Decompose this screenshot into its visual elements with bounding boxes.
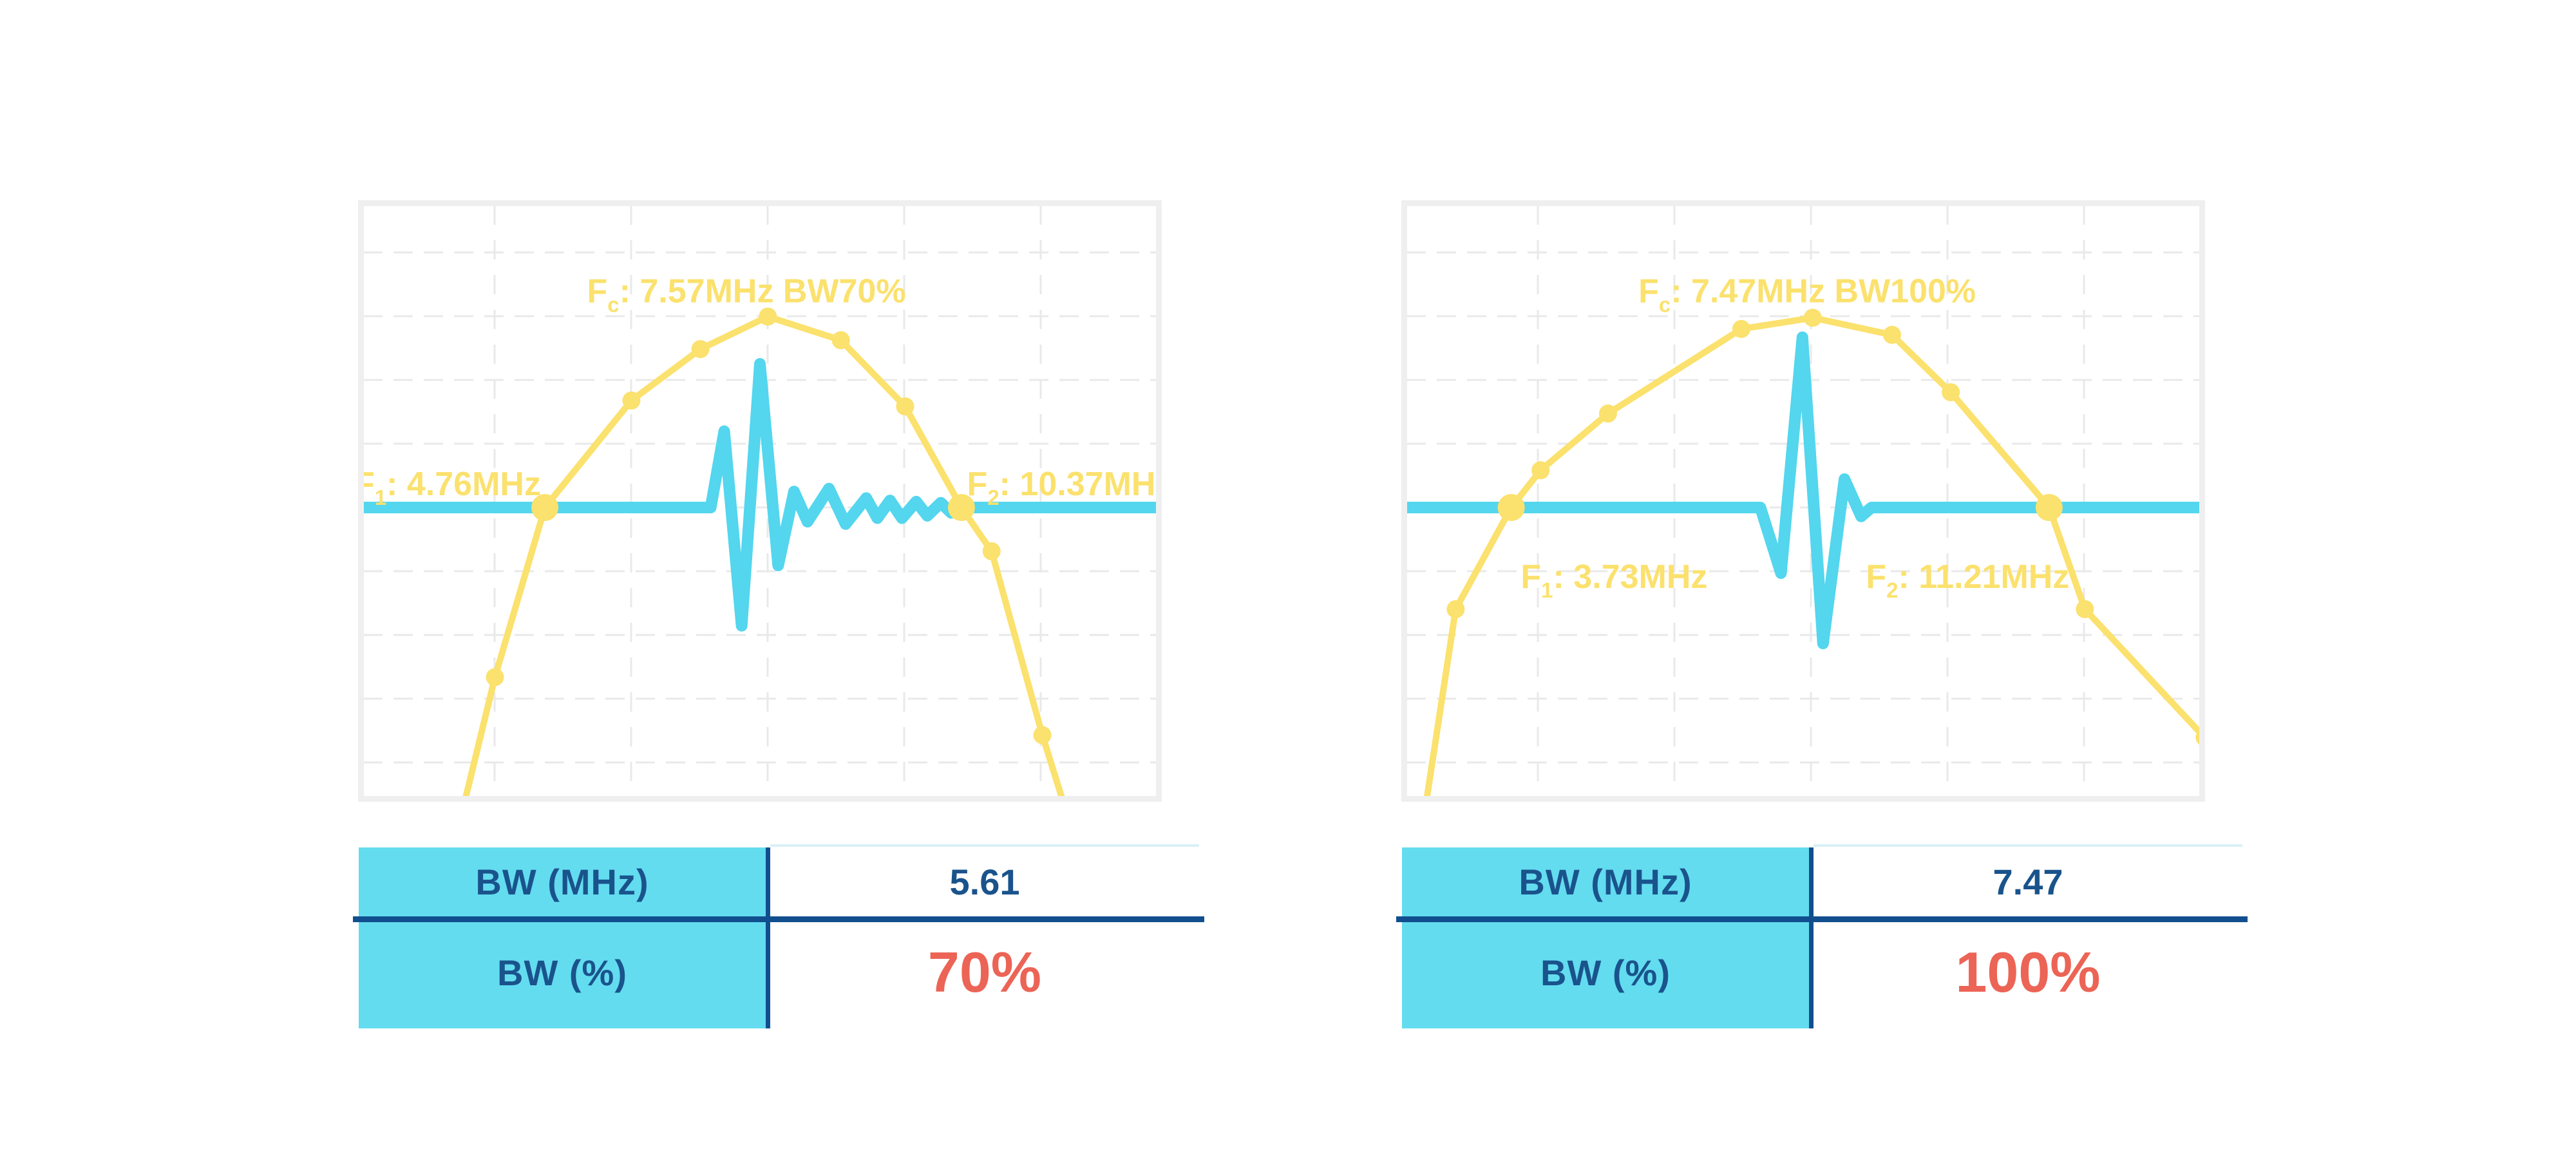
data-point-marker <box>1446 600 1465 618</box>
table-vertical-divider <box>766 847 770 1028</box>
table-row: BW (%) <box>1402 916 1809 1028</box>
pulse-waveform <box>1406 331 2200 650</box>
fc-label-sub: c <box>607 293 619 317</box>
chart-svg-70: Fc: 7.57MHz BW70% F1: 4.76MHz F2: 10.37M… <box>358 200 1162 802</box>
table-value-column: 7.47 100% <box>1814 847 2242 1028</box>
data-point-marker <box>982 542 1001 561</box>
f2-label-rest: : 11.21MHz <box>1898 558 2069 596</box>
table-horizontal-divider <box>1396 916 2248 922</box>
data-point-marker <box>1531 461 1550 480</box>
f2-label-rest: : 10.37MHz <box>999 466 1162 503</box>
f1-label: F1: 4.76MHz <box>358 466 541 509</box>
bw-mhz-label: BW (MHz) <box>475 862 649 902</box>
spectrum-curve <box>462 313 1065 797</box>
data-point-marker <box>831 331 850 350</box>
f2-label: F2: 11.21MHz <box>1866 558 2069 602</box>
pulse-waveform <box>363 358 1157 632</box>
fc-label: Fc: 7.57MHz BW70% <box>587 273 905 317</box>
data-point-marker <box>2076 600 2094 618</box>
table-row: 70% <box>770 916 1199 1028</box>
table-horizontal-divider <box>353 916 1204 922</box>
bw-pct-label: BW (%) <box>1540 952 1671 993</box>
f2-label-f: F <box>1866 558 1886 596</box>
table-row: BW (%) <box>359 916 766 1028</box>
bw-mhz-value: 7.47 <box>1993 862 2063 902</box>
fc-label-rest: : 7.57MHz BW70% <box>620 273 906 310</box>
bw-pct-value: 100% <box>1955 940 2101 1004</box>
chart-svg-100: Fc: 7.47MHz BW100% F1: 3.73MHz F2: 11.21… <box>1401 200 2205 802</box>
data-point-marker <box>896 397 914 416</box>
table-row: 7.47 <box>1814 847 2242 916</box>
f2-label-sub: 2 <box>987 486 999 509</box>
data-point-marker <box>622 391 641 410</box>
table-row: BW (MHz) <box>1402 847 1809 916</box>
bw-pct-label: BW (%) <box>497 952 627 993</box>
plot-layer <box>1406 308 2200 797</box>
bw-pct-value: 70% <box>927 940 1042 1004</box>
bw-mhz-value: 5.61 <box>949 862 1020 902</box>
plot-layer <box>363 307 1157 797</box>
fc-label: Fc: 7.47MHz BW100% <box>1638 273 1976 317</box>
f1-label: F1: 3.73MHz <box>1520 558 1707 602</box>
bandwidth-chart-70: Fc: 7.57MHz BW70% F1: 4.76MHz F2: 10.37M… <box>358 200 1162 802</box>
cutoff-frequency-marker <box>1497 494 1525 522</box>
f2-label-sub: 2 <box>1886 578 1898 602</box>
f2-label-f: F <box>967 466 988 503</box>
cutoff-frequency-marker <box>947 494 975 522</box>
f2-label: F2: 10.37MHz <box>967 466 1162 509</box>
f1-label-f: F <box>1520 558 1541 596</box>
table-row: 100% <box>1814 916 2242 1028</box>
fc-label-rest: : 7.47MHz BW100% <box>1671 273 1976 310</box>
data-point-marker <box>759 307 777 326</box>
data-point-marker <box>1732 319 1750 338</box>
data-point-marker <box>2195 730 2200 746</box>
table-top-border <box>1814 844 2242 847</box>
spectrum-curve <box>1423 314 2200 797</box>
fc-label-f: F <box>587 273 607 310</box>
data-point-marker <box>1882 326 1901 345</box>
table-label-column: BW (MHz) BW (%) <box>1402 847 1809 1028</box>
table-vertical-divider <box>1809 847 1814 1028</box>
data-point-marker <box>1803 308 1822 327</box>
f1-label-sub: 1 <box>1541 578 1553 602</box>
cutoff-frequency-marker <box>531 494 559 522</box>
table-row: BW (MHz) <box>359 847 766 916</box>
bandwidth-table-70: BW (MHz) BW (%) 5.61 70% <box>353 844 1204 1034</box>
table-row: 5.61 <box>770 847 1199 916</box>
data-point-marker <box>1598 404 1617 423</box>
data-point-marker <box>486 668 504 686</box>
label-layer: Fc: 7.47MHz BW100% F1: 3.73MHz F2: 11.21… <box>1520 273 2069 602</box>
bw-mhz-label: BW (MHz) <box>1519 862 1692 902</box>
fc-label-sub: c <box>1659 293 1671 317</box>
f1-label-rest: : 4.76MHz <box>386 466 541 503</box>
table-label-column: BW (MHz) BW (%) <box>359 847 766 1028</box>
table-top-border <box>770 844 1199 847</box>
cutoff-frequency-marker <box>2035 494 2063 522</box>
bandwidth-chart-100: Fc: 7.47MHz BW100% F1: 3.73MHz F2: 11.21… <box>1401 200 2205 802</box>
data-point-marker <box>691 340 710 359</box>
bandwidth-table-100: BW (MHz) BW (%) 7.47 100% <box>1396 844 2248 1034</box>
table-value-column: 5.61 70% <box>770 847 1199 1028</box>
data-point-marker <box>1033 726 1052 744</box>
chart-frame <box>1401 200 2205 802</box>
f1-label-rest: : 3.73MHz <box>1553 558 1708 596</box>
fc-label-f: F <box>1638 273 1659 310</box>
chart-frame <box>358 200 1162 802</box>
f1-label-sub: 1 <box>375 486 386 509</box>
data-point-marker <box>1942 383 1960 402</box>
